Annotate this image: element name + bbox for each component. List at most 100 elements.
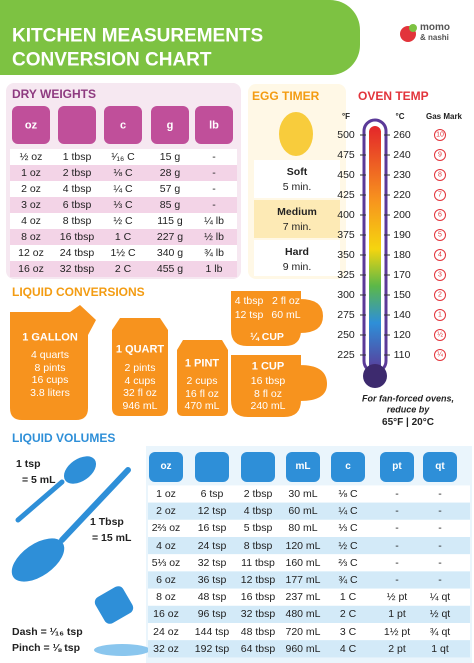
fahrenheit: 425 (337, 188, 355, 201)
cup (231, 355, 328, 417)
cell: 480 mL (285, 608, 321, 621)
cell: 12 tbsp (240, 573, 276, 586)
egg-label: Medium (277, 205, 317, 218)
cell: 160 mL (285, 556, 321, 569)
gas-mark-badge (434, 209, 446, 221)
cell: 32 oz (153, 642, 179, 655)
celsius: 150 (393, 288, 411, 301)
cell: 85 g (159, 198, 181, 211)
cell: 1 tbsp (62, 150, 92, 163)
cell: 32 tbsp (59, 262, 95, 275)
container-line: 16 fl oz (185, 387, 219, 400)
cell: - (212, 182, 216, 195)
container-title: 1 CUP (251, 360, 285, 373)
table-row (10, 213, 237, 229)
container-line: 2 fl oz (271, 294, 301, 307)
cell: 1 qt (431, 642, 449, 655)
quarter-cup (231, 291, 324, 346)
table-row (148, 554, 470, 572)
header-icon-label: c (345, 461, 351, 472)
note: reduce by (386, 404, 430, 415)
cell: 1 oz (156, 487, 176, 500)
cell: 1 oz (21, 166, 41, 179)
measure-label: 1 tsp (16, 457, 41, 470)
cell: ⅛ C (113, 166, 133, 179)
gas-mark: 1 (438, 311, 442, 319)
cell: 5 tbsp (243, 522, 273, 535)
measure-label: = 5 mL (22, 473, 56, 486)
header-icon-label: pt (392, 461, 402, 472)
table-row (148, 537, 470, 555)
cell: ⅛ C (338, 487, 358, 500)
cell: - (212, 166, 216, 179)
tablespoon-handle (59, 467, 131, 543)
cell: ¼ lb (204, 214, 224, 227)
egg-row (254, 200, 340, 238)
cell: 4 tbsp (62, 182, 92, 195)
table-row (148, 519, 470, 537)
section-title: DRY WEIGHTS (12, 87, 97, 101)
cell: 96 tsp (197, 608, 227, 621)
gas-mark-badge (434, 249, 446, 261)
header-icon (195, 106, 233, 144)
container-title: 1 PINT (184, 357, 220, 370)
cell: ¾ qt (429, 625, 451, 638)
container-line: 946 mL (122, 399, 158, 412)
gas-mark: 10 (436, 131, 444, 139)
fahrenheit: 475 (337, 148, 355, 161)
cell: 2 tbsp (62, 166, 92, 179)
cell: 64 tbsp (240, 642, 276, 655)
salt-shaker (94, 586, 134, 624)
cell: 3 C (339, 625, 357, 638)
container-line: 16 cups (31, 373, 69, 386)
fahrenheit: 400 (337, 208, 355, 221)
cell: 455 g (156, 262, 184, 275)
table-row (10, 229, 237, 245)
cell: 2⅔ oz (151, 522, 181, 535)
gallon-jug (10, 305, 96, 420)
cell: 48 tsp (197, 590, 227, 603)
cell: 227 g (156, 230, 184, 243)
header-icon (241, 452, 275, 482)
cell: 5⅓ oz (151, 556, 181, 569)
container-line: 16 tbsp (250, 374, 286, 387)
table-row (148, 605, 470, 623)
cell: - (395, 573, 399, 586)
cell: 1½ pt (383, 625, 411, 638)
cell: - (395, 539, 399, 552)
header-icon (151, 106, 189, 144)
gas-mark: 8 (438, 171, 442, 179)
logo-leaf (409, 24, 417, 32)
table-row (10, 165, 237, 181)
cell: ¼ C (338, 504, 358, 517)
title: CONVERSION CHART (12, 49, 212, 71)
header-icon (195, 452, 229, 482)
tablespoon (11, 538, 65, 582)
cell: 80 mL (288, 522, 318, 535)
container-line: 60 mL (271, 308, 301, 321)
teaspoon (63, 456, 97, 484)
cell: - (438, 556, 442, 569)
fahrenheit: 375 (337, 228, 355, 241)
cell: ½ C (338, 539, 358, 552)
container-title: ¼ CUP (250, 330, 284, 343)
header-icon-label: c (119, 119, 127, 132)
salt-pile (94, 644, 150, 656)
header-icon (331, 452, 365, 482)
pint-carton (177, 340, 228, 416)
cell: 115 g (157, 214, 183, 227)
measure-label: = 15 mL (92, 531, 132, 544)
container-line: 240 mL (250, 399, 286, 412)
fahrenheit: 275 (337, 308, 355, 321)
gas-mark-badge (434, 309, 446, 321)
table-row (148, 485, 470, 503)
cell: - (212, 150, 216, 163)
gas-mark-badge (434, 289, 446, 301)
cell: 32 tsp (197, 556, 227, 569)
cell: 16 oz (153, 608, 179, 621)
cell: 192 tsp (194, 642, 230, 655)
cell: ½ C (113, 214, 133, 227)
cell: 30 mL (288, 487, 318, 500)
cell: ⅔ C (338, 556, 358, 569)
cell: - (438, 487, 442, 500)
